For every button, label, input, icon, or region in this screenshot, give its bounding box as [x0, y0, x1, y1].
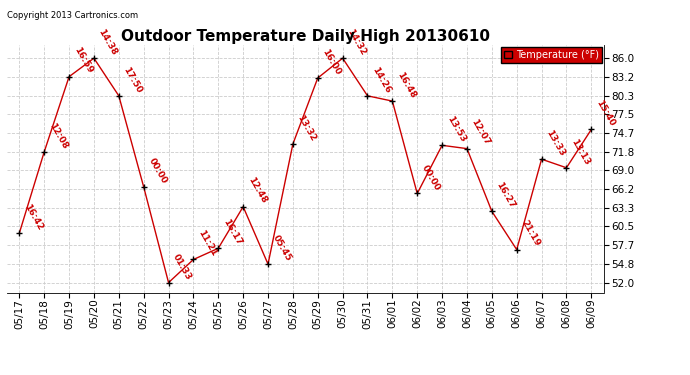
- Text: 14:38: 14:38: [97, 27, 119, 57]
- Text: 00:00: 00:00: [420, 163, 442, 192]
- Text: 14:32: 14:32: [346, 27, 368, 57]
- Text: 16:00: 16:00: [321, 48, 342, 76]
- Text: Copyright 2013 Cartronics.com: Copyright 2013 Cartronics.com: [7, 11, 138, 20]
- Text: 13:53: 13:53: [445, 115, 467, 144]
- Text: 12:48: 12:48: [246, 176, 268, 205]
- Text: 17:50: 17:50: [121, 65, 144, 94]
- Text: 05:45: 05:45: [270, 234, 293, 263]
- Text: 13:13: 13:13: [569, 137, 591, 166]
- Text: 13:33: 13:33: [544, 129, 566, 158]
- Title: Outdoor Temperature Daily High 20130610: Outdoor Temperature Daily High 20130610: [121, 29, 490, 44]
- Text: 16:48: 16:48: [395, 70, 417, 100]
- Text: 14:26: 14:26: [371, 65, 393, 94]
- Text: 01:33: 01:33: [171, 252, 193, 281]
- Legend: Temperature (°F): Temperature (°F): [502, 47, 602, 63]
- Text: 12:07: 12:07: [470, 118, 492, 147]
- Text: 16:42: 16:42: [22, 202, 44, 232]
- Text: 12:08: 12:08: [47, 122, 69, 150]
- Text: 21:19: 21:19: [520, 219, 542, 248]
- Text: 16:17: 16:17: [221, 217, 244, 247]
- Text: 15:40: 15:40: [594, 99, 616, 128]
- Text: 16:59: 16:59: [72, 46, 94, 75]
- Text: 16:27: 16:27: [495, 180, 517, 210]
- Text: 00:00: 00:00: [146, 157, 168, 186]
- Text: 11:21: 11:21: [196, 229, 218, 258]
- Text: 13:32: 13:32: [296, 113, 318, 142]
